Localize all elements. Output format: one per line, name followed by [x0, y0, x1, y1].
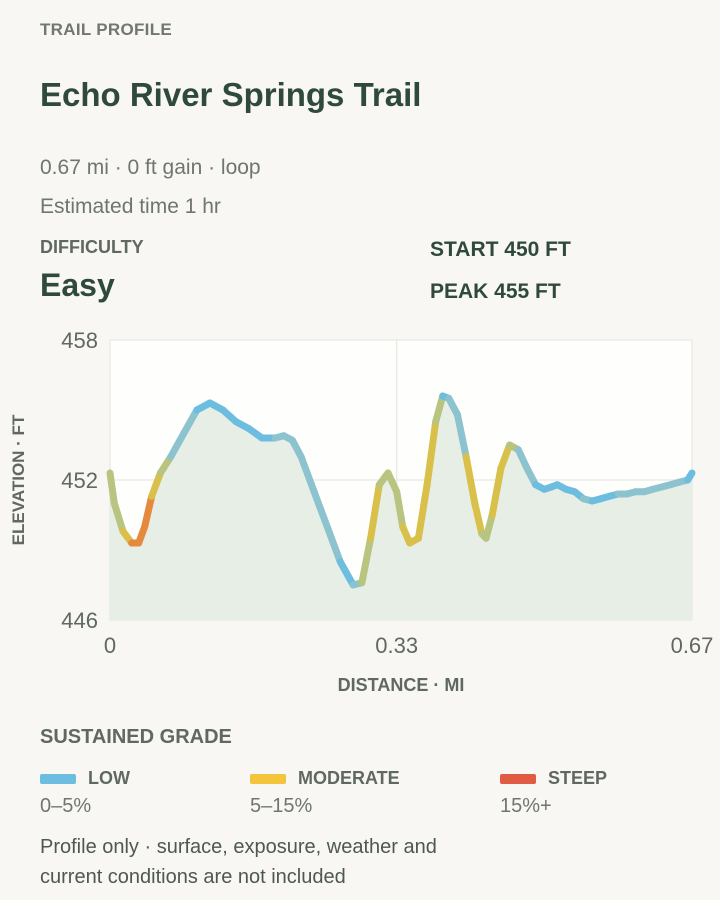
x-axis-label: DISTANCE · MI: [338, 675, 465, 695]
legend-name-steep: STEEP: [548, 768, 608, 788]
legend-item-low: LOW 0–5%: [40, 768, 260, 818]
x-tick-label: 0.33: [375, 633, 418, 658]
legend-range-moderate: 5–15%: [250, 795, 313, 817]
legend-swatch-low: [40, 773, 76, 784]
line-segment-moderate_mix: [110, 499, 127, 535]
y-tick-label: 446: [61, 608, 98, 633]
legend-name-moderate: MODERATE: [298, 768, 400, 788]
section-eyebrow: TRAIL PROFILE: [40, 20, 173, 39]
line-segment-low: [323, 523, 344, 566]
y-tick-label: 452: [61, 468, 98, 493]
x-tick-label: 0: [104, 633, 116, 658]
elevation-line: [106, 392, 696, 589]
line-segment-low_pure: [336, 558, 357, 589]
line-segment-low: [297, 453, 318, 496]
elevation-area: [110, 396, 692, 620]
estimated-time: Estimated time 1 hr: [40, 195, 221, 218]
legend-name-low: LOW: [88, 768, 130, 788]
line-segment-moderate_mix: [393, 488, 407, 531]
disclaimer-note: Profile only · surface, exposure, weathe…: [40, 836, 437, 888]
x-tick-label: 0.67: [671, 633, 714, 658]
line-segment-moderate: [471, 499, 486, 538]
difficulty-value: Easy: [40, 267, 115, 303]
y-axis-label: ELEVATION · FT: [9, 414, 28, 545]
peak-elevation: PEAK 455 FT: [430, 280, 561, 303]
y-tick-label: 458: [61, 328, 98, 353]
legend-swatch-steep: [500, 773, 536, 784]
line-segment-moderate: [488, 464, 505, 519]
line-segment-moderate_mix: [482, 511, 496, 542]
legend-range-low: 0–5%: [40, 795, 92, 817]
line-segment-moderate: [367, 481, 383, 542]
y-tick-labels: 446 452 458: [61, 328, 98, 633]
x-tick-labels: 0 0.33 0.67: [104, 633, 714, 658]
line-segment-low_pure: [684, 469, 696, 484]
legend-item-moderate: MODERATE 5–15%: [250, 768, 470, 818]
line-segment-steep: [141, 492, 156, 531]
line-segment-low: [454, 411, 470, 461]
line-segment-moderate: [462, 453, 479, 507]
line-segment-moderate: [497, 441, 514, 472]
trail-title: Echo River Springs Trail: [40, 76, 422, 113]
line-segment-moderate_mix: [432, 392, 447, 426]
line-segment-moderate_mix: [106, 469, 118, 507]
legend-item-steep: STEEP 15%+: [500, 768, 700, 818]
line-segment-low: [310, 488, 331, 531]
difficulty-label: DIFFICULTY: [40, 237, 144, 257]
line-segment-moderate: [423, 418, 440, 489]
line-segment-low: [167, 429, 188, 461]
line-segment-moderate_mix: [358, 534, 375, 587]
line-segment-moderate: [414, 481, 431, 542]
line-segment-moderate: [148, 469, 164, 500]
line-segment-low: [180, 406, 201, 437]
trail-summary: 0.67 mi · 0 ft gain · loop: [40, 156, 261, 179]
elevation-chart: 446 452 458 0 0.33 0.67 DISTANCE · MI ELEVAT…: [9, 328, 714, 695]
start-elevation: START 450 FT: [430, 238, 571, 261]
legend-title: SUSTAINED GRADE: [40, 726, 232, 748]
legend-swatch-moderate: [250, 773, 286, 784]
legend-range-steep: 15%+: [500, 795, 552, 817]
